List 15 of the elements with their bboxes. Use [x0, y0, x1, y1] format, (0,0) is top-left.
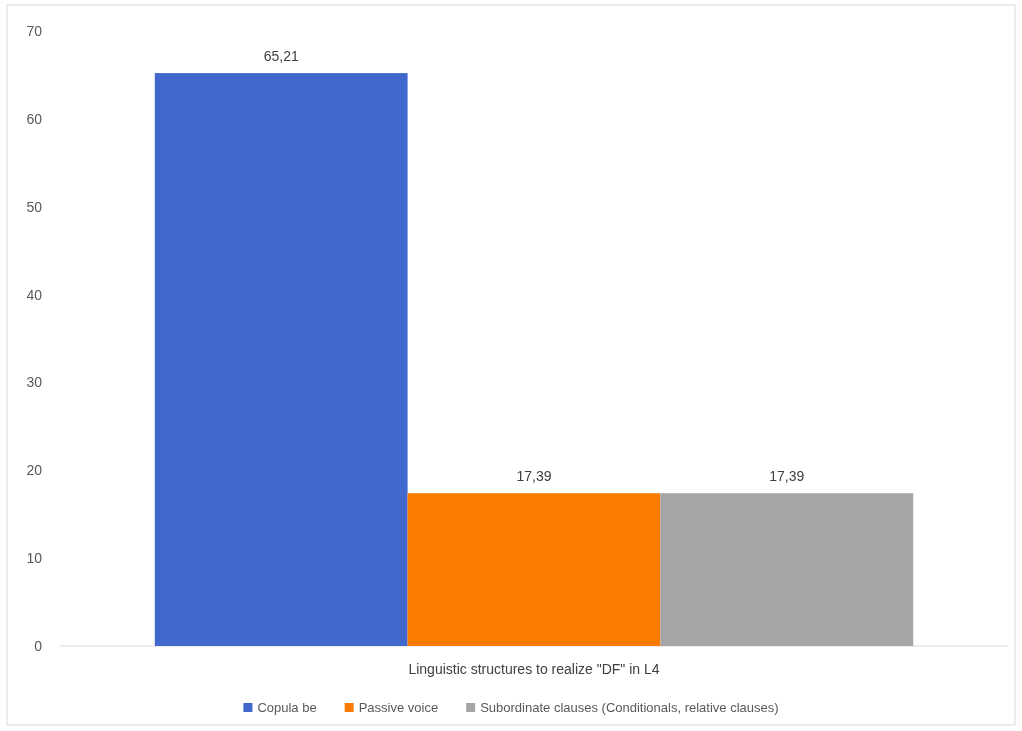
- data-label: 17,39: [769, 468, 805, 485]
- legend-label: Passive voice: [358, 700, 439, 715]
- y-tick-label: 20: [26, 462, 43, 479]
- y-tick-label: 10: [26, 550, 43, 567]
- data-label: 17,39: [516, 468, 552, 485]
- y-tick-label: 50: [26, 198, 43, 215]
- data-label: 65,21: [263, 48, 299, 65]
- legend-label: Copula be: [257, 700, 317, 715]
- legend-label: Subordinate clauses (Conditionals, relative clauses): [480, 700, 779, 715]
- x-tick-label: Linguistic structures to realize "DF" in L4: [408, 660, 660, 677]
- y-tick-label: 70: [26, 22, 43, 39]
- y-tick-label: 60: [26, 110, 43, 127]
- y-tick-label: 0: [34, 637, 43, 654]
- y-tick-label: 30: [26, 374, 43, 391]
- y-tick-label: 40: [26, 286, 43, 303]
